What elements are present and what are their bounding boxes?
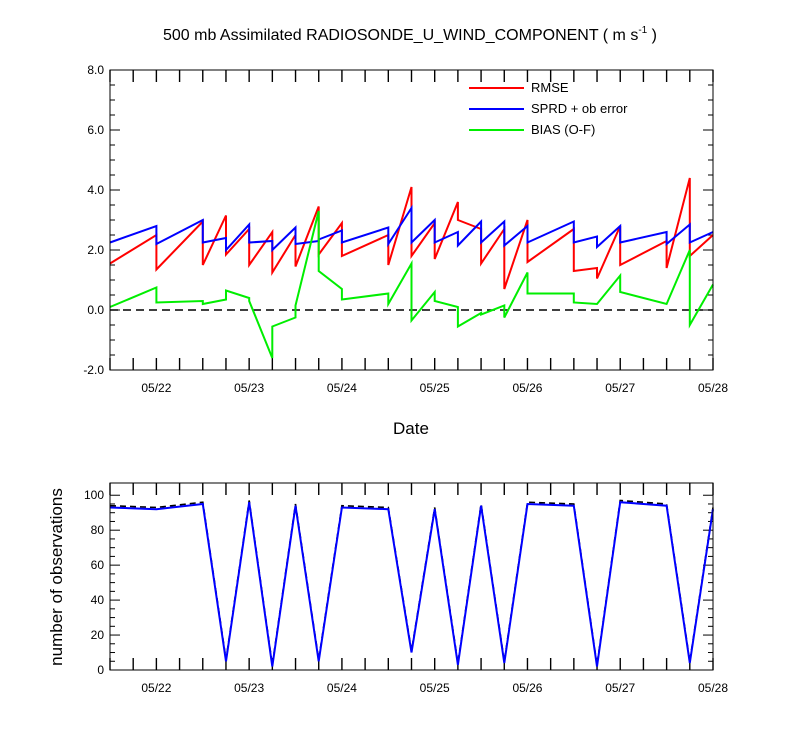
- bottom-axes-ticks: 0 20 40 60 80 100 05/22 05/23 05/24 05/25 05/26 05/…: [84, 483, 728, 695]
- y-tick-label: 20: [91, 628, 105, 642]
- series-line-0: [109, 499, 714, 665]
- y-tick-label: 4.0: [87, 183, 104, 197]
- y-tick-label: 0: [97, 663, 104, 677]
- x-axis-title: Date: [393, 419, 429, 438]
- top-chart: 500 mb Assimilated RADIOSONDE_U_WIND_COM…: [83, 25, 728, 438]
- x-tick-label: 05/27: [605, 681, 635, 695]
- series-line-0: [109, 177, 714, 290]
- legend-label: SPRD + ob error: [531, 101, 628, 116]
- x-tick-label: 05/22: [141, 681, 171, 695]
- x-tick-label: 05/28: [698, 381, 728, 395]
- top-series-group: [109, 177, 714, 359]
- x-tick-label: 05/23: [234, 681, 264, 695]
- legend-label: RMSE: [531, 80, 569, 95]
- y-tick-label: 6.0: [87, 123, 104, 137]
- y-tick-label: 100: [84, 488, 104, 502]
- legend-label: BIAS (O-F): [531, 122, 595, 137]
- y-tick-label: 80: [91, 523, 105, 537]
- legend: RMSE SPRD + ob error BIAS (O-F): [469, 80, 628, 137]
- x-tick-label: 05/24: [327, 681, 357, 695]
- x-tick-label: 05/26: [512, 681, 542, 695]
- chart-title: 500 mb Assimilated RADIOSONDE_U_WIND_COM…: [163, 25, 657, 44]
- x-tick-label: 05/25: [420, 381, 450, 395]
- bottom-chart: 0 20 40 60 80 100 05/22 05/23 05/24 05/25 05/26 05/…: [47, 482, 728, 695]
- series-line-2: [109, 210, 714, 359]
- x-tick-label: 05/28: [698, 681, 728, 695]
- series-line-1: [109, 501, 714, 667]
- bottom-series-group: [109, 499, 714, 667]
- x-tick-label: 05/22: [141, 381, 171, 395]
- y-tick-label: 60: [91, 558, 105, 572]
- y-tick-label: 40: [91, 593, 105, 607]
- x-tick-label: 05/23: [234, 381, 264, 395]
- top-axes-ticks: -2.0 0.0 2.0 4.0 6.0 8.0 05/22 05/23 05/24 05/25 0…: [83, 63, 728, 395]
- y-axis-title: number of observations: [47, 488, 66, 666]
- series-line-1: [109, 204, 714, 253]
- y-tick-label: 2.0: [87, 243, 104, 257]
- y-tick-label: 0.0: [87, 303, 104, 317]
- y-tick-label: 8.0: [87, 63, 104, 77]
- x-tick-label: 05/25: [420, 681, 450, 695]
- top-plot-frame: [109, 69, 714, 371]
- x-tick-label: 05/24: [327, 381, 357, 395]
- x-tick-label: 05/27: [605, 381, 635, 395]
- bottom-plot-frame: [109, 482, 714, 671]
- x-tick-label: 05/26: [512, 381, 542, 395]
- y-tick-label: -2.0: [83, 363, 104, 377]
